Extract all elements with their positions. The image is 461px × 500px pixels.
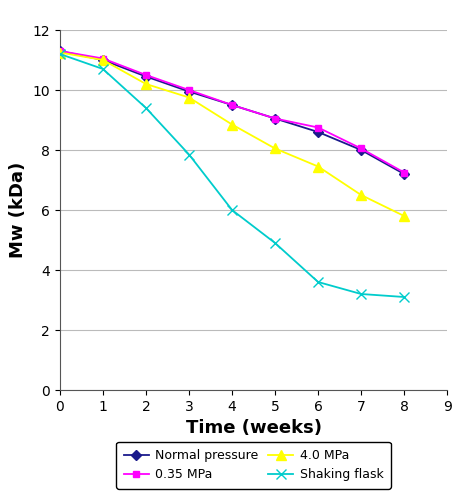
0.35 MPa xyxy=(272,116,278,121)
Shaking flask xyxy=(57,51,63,57)
Shaking flask xyxy=(186,152,192,158)
Shaking flask xyxy=(143,105,149,111)
Normal pressure xyxy=(186,88,192,94)
Line: 0.35 MPa: 0.35 MPa xyxy=(56,48,408,176)
4.0 MPa xyxy=(272,146,278,152)
4.0 MPa xyxy=(57,50,63,56)
Shaking flask xyxy=(315,279,321,285)
4.0 MPa xyxy=(100,57,106,63)
Normal pressure xyxy=(143,74,149,80)
0.35 MPa xyxy=(100,56,106,62)
Line: Normal pressure: Normal pressure xyxy=(56,48,408,178)
4.0 MPa xyxy=(186,94,192,100)
Line: Shaking flask: Shaking flask xyxy=(55,49,409,302)
X-axis label: Time (weeks): Time (weeks) xyxy=(185,420,322,438)
4.0 MPa xyxy=(143,81,149,87)
Shaking flask xyxy=(100,66,106,72)
Shaking flask xyxy=(402,294,407,300)
0.35 MPa xyxy=(315,124,321,130)
Legend: Normal pressure, 0.35 MPa, 4.0 MPa, Shaking flask: Normal pressure, 0.35 MPa, 4.0 MPa, Shak… xyxy=(116,442,391,489)
Normal pressure xyxy=(402,171,407,177)
Shaking flask xyxy=(229,207,235,213)
4.0 MPa xyxy=(229,122,235,128)
Normal pressure xyxy=(229,102,235,108)
Normal pressure xyxy=(57,48,63,54)
0.35 MPa xyxy=(358,146,364,152)
4.0 MPa xyxy=(402,213,407,219)
Y-axis label: Mw (kDa): Mw (kDa) xyxy=(9,162,27,258)
0.35 MPa xyxy=(402,170,407,175)
Shaking flask xyxy=(272,240,278,246)
Line: 4.0 MPa: 4.0 MPa xyxy=(55,48,409,221)
4.0 MPa xyxy=(358,192,364,198)
0.35 MPa xyxy=(143,72,149,78)
Normal pressure xyxy=(272,116,278,121)
Normal pressure xyxy=(100,57,106,63)
Normal pressure xyxy=(315,129,321,135)
4.0 MPa xyxy=(315,164,321,170)
0.35 MPa xyxy=(229,102,235,108)
Shaking flask xyxy=(358,291,364,297)
Normal pressure xyxy=(358,147,364,153)
0.35 MPa xyxy=(57,48,63,54)
0.35 MPa xyxy=(186,87,192,93)
